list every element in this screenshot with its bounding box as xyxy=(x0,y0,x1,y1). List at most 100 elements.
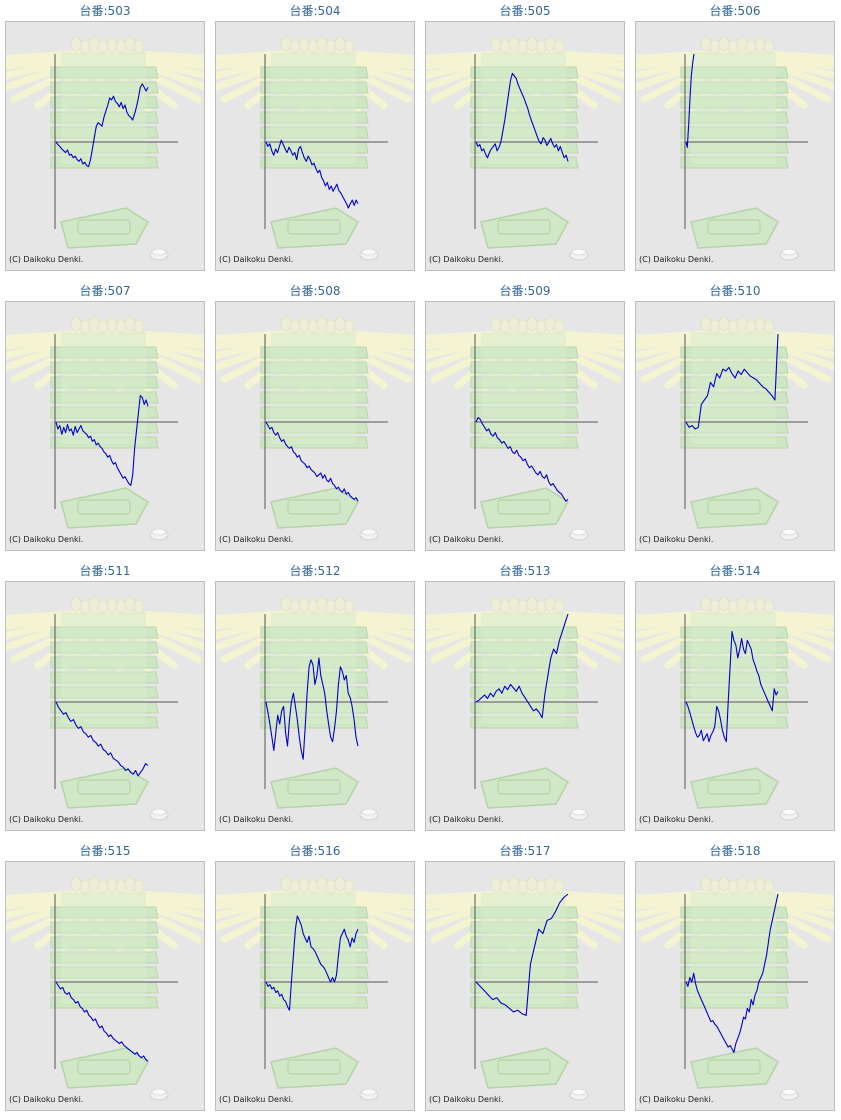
chart-cell: 台番:509 (C) Daikoku Denki. xyxy=(420,280,630,560)
chart-panel: (C) Daikoku Denki. xyxy=(635,861,835,1111)
background-illustration xyxy=(216,36,414,261)
chart-title: 台番:518 xyxy=(709,844,761,858)
chart-svg xyxy=(6,876,204,1101)
chart-panel: (C) Daikoku Denki. xyxy=(215,581,415,831)
chart-cell: 台番:514 (C) Daikoku Denki. xyxy=(630,560,840,840)
chart-panel: (C) Daikoku Denki. xyxy=(5,301,205,551)
series-line xyxy=(475,613,569,719)
chart-cell: 台番:506 (C) Daikoku Denki. xyxy=(630,0,840,280)
chart-panel: (C) Daikoku Denki. xyxy=(215,301,415,551)
chart-title: 台番:510 xyxy=(709,284,761,298)
chart-svg xyxy=(6,36,204,261)
chart-svg xyxy=(636,596,834,821)
background-illustration xyxy=(636,596,834,821)
chart-svg xyxy=(636,876,834,1101)
chart-svg xyxy=(636,36,834,261)
chart-title: 台番:516 xyxy=(289,844,341,858)
background-illustration xyxy=(216,316,414,541)
chart-panel: (C) Daikoku Denki. xyxy=(425,301,625,551)
chart-cell: 台番:511 (C) Daikoku Denki. xyxy=(0,560,210,840)
copyright-label: (C) Daikoku Denki. xyxy=(9,255,84,264)
chart-title: 台番:512 xyxy=(289,564,341,578)
background-illustration xyxy=(636,36,834,261)
background-illustration xyxy=(426,316,624,541)
series-line xyxy=(475,72,569,162)
chart-cell: 台番:504 (C) Daikoku Denki. xyxy=(210,0,420,280)
chart-title: 台番:503 xyxy=(79,4,131,18)
series-line xyxy=(685,893,779,1053)
copyright-label: (C) Daikoku Denki. xyxy=(219,255,294,264)
series-line xyxy=(55,701,149,777)
chart-title: 台番:509 xyxy=(499,284,551,298)
background-illustration xyxy=(426,36,624,261)
background-illustration xyxy=(426,876,624,1101)
copyright-label: (C) Daikoku Denki. xyxy=(639,815,714,824)
copyright-label: (C) Daikoku Denki. xyxy=(9,535,84,544)
chart-title: 台番:511 xyxy=(79,564,131,578)
copyright-label: (C) Daikoku Denki. xyxy=(429,815,504,824)
chart-panel: (C) Daikoku Denki. xyxy=(635,301,835,551)
background-illustration xyxy=(636,316,834,541)
chart-svg xyxy=(636,316,834,541)
series-line xyxy=(55,83,149,168)
chart-cell: 台番:508 (C) Daikoku Denki. xyxy=(210,280,420,560)
series-line xyxy=(265,421,359,502)
chart-panel: (C) Daikoku Denki. xyxy=(5,581,205,831)
chart-panel: (C) Daikoku Denki. xyxy=(5,861,205,1111)
chart-svg xyxy=(426,36,624,261)
series-line xyxy=(55,395,149,486)
series-line xyxy=(685,53,695,148)
series-line xyxy=(55,981,149,1062)
chart-panel: (C) Daikoku Denki. xyxy=(635,21,835,271)
chart-panel: (C) Daikoku Denki. xyxy=(215,21,415,271)
chart-svg xyxy=(6,316,204,541)
background-illustration xyxy=(216,596,414,821)
chart-title: 台番:505 xyxy=(499,4,551,18)
background-illustration xyxy=(216,876,414,1101)
background-illustration xyxy=(6,596,204,821)
series-line xyxy=(475,417,569,502)
background-illustration xyxy=(426,596,624,821)
chart-panel: (C) Daikoku Denki. xyxy=(635,581,835,831)
chart-svg xyxy=(6,596,204,821)
chart-svg xyxy=(216,316,414,541)
chart-cell: 台番:510 (C) Daikoku Denki. xyxy=(630,280,840,560)
chart-svg xyxy=(216,36,414,261)
chart-panel: (C) Daikoku Denki. xyxy=(425,861,625,1111)
chart-svg xyxy=(216,876,414,1101)
copyright-label: (C) Daikoku Denki. xyxy=(429,255,504,264)
copyright-label: (C) Daikoku Denki. xyxy=(219,1095,294,1104)
chart-title: 台番:507 xyxy=(79,284,131,298)
chart-cell: 台番:515 (C) Daikoku Denki. xyxy=(0,840,210,1120)
chart-cell: 台番:512 (C) Daikoku Denki. xyxy=(210,560,420,840)
copyright-label: (C) Daikoku Denki. xyxy=(9,1095,84,1104)
chart-cell: 台番:507 (C) Daikoku Denki. xyxy=(0,280,210,560)
background-illustration xyxy=(6,316,204,541)
chart-title: 台番:508 xyxy=(289,284,341,298)
series-line xyxy=(475,893,569,1016)
chart-title: 台番:514 xyxy=(709,564,761,578)
chart-panel: (C) Daikoku Denki. xyxy=(425,21,625,271)
chart-svg xyxy=(216,596,414,821)
chart-svg xyxy=(426,316,624,541)
copyright-label: (C) Daikoku Denki. xyxy=(429,1095,504,1104)
copyright-label: (C) Daikoku Denki. xyxy=(219,535,294,544)
chart-cell: 台番:513 (C) Daikoku Denki. xyxy=(420,560,630,840)
chart-title: 台番:506 xyxy=(709,4,761,18)
chart-cell: 台番:518 (C) Daikoku Denki. xyxy=(630,840,840,1120)
chart-cell: 台番:517 (C) Daikoku Denki. xyxy=(420,840,630,1120)
series-line xyxy=(265,915,359,1011)
chart-panel: (C) Daikoku Denki. xyxy=(425,581,625,831)
copyright-label: (C) Daikoku Denki. xyxy=(639,535,714,544)
copyright-label: (C) Daikoku Denki. xyxy=(639,255,714,264)
copyright-label: (C) Daikoku Denki. xyxy=(9,815,84,824)
chart-cell: 台番:503 (C) Daikoku Denki. xyxy=(0,0,210,280)
series-line xyxy=(685,631,779,743)
chart-title: 台番:517 xyxy=(499,844,551,858)
chart-cell: 台番:516 (C) Daikoku Denki. xyxy=(210,840,420,1120)
background-illustration xyxy=(636,876,834,1101)
series-line xyxy=(685,333,779,430)
chart-cell: 台番:505 (C) Daikoku Denki. xyxy=(420,0,630,280)
copyright-label: (C) Daikoku Denki. xyxy=(219,815,294,824)
